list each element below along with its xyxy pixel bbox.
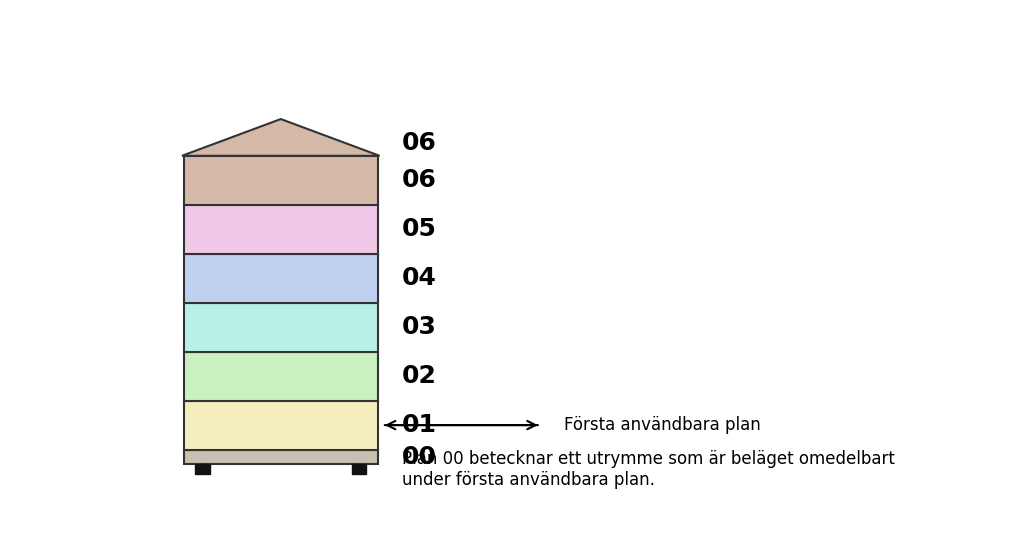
Text: Plan 00 betecknar ett utrymme som är beläget omedelbart
under första användbara : Plan 00 betecknar ett utrymme som är bel… — [401, 450, 895, 489]
Polygon shape — [182, 119, 380, 156]
Bar — [183, 156, 378, 205]
Text: 04: 04 — [401, 266, 436, 290]
Text: 03: 03 — [401, 315, 436, 339]
Bar — [196, 465, 210, 474]
Bar — [183, 302, 378, 352]
Text: 05: 05 — [401, 217, 436, 241]
Bar — [183, 450, 378, 465]
Text: 00: 00 — [401, 445, 437, 469]
Text: 01: 01 — [401, 413, 437, 437]
Bar — [183, 205, 378, 254]
Bar — [183, 400, 378, 450]
Bar — [183, 352, 378, 400]
Text: 06: 06 — [401, 168, 436, 192]
Text: 02: 02 — [401, 364, 436, 388]
Bar — [352, 465, 367, 474]
Text: Första användbara plan: Första användbara plan — [564, 416, 761, 434]
Text: 06: 06 — [401, 131, 436, 155]
Bar — [183, 254, 378, 302]
